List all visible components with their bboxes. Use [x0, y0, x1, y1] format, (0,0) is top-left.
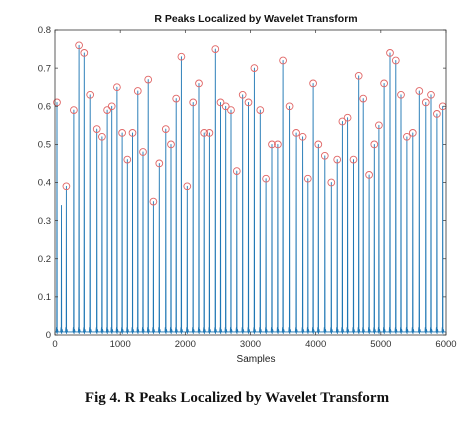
x-tick-label: 5000 [370, 339, 391, 350]
peak-marker [408, 129, 417, 137]
peak-marker [139, 148, 147, 156]
figure-caption: Fig 4. R Peaks Localized by Wavelet Tran… [84, 390, 390, 406]
peak-marker [359, 94, 368, 103]
peak-marker [53, 98, 61, 107]
peak-marker [172, 94, 181, 103]
peak-marker [415, 87, 424, 95]
x-tick-label: 0 [52, 339, 57, 350]
chart-title: R Peaks Localized by Wavelet Transform [154, 13, 357, 25]
y-tick-label: 0.6 [38, 101, 51, 112]
y-tick-label: 0.3 [38, 216, 51, 227]
peak-marker [103, 106, 111, 114]
peak-marker [292, 129, 300, 137]
peak-marker [433, 110, 441, 118]
ecg-signal-line [55, 44, 446, 334]
peak-marker [380, 79, 388, 88]
peak-marker [118, 129, 126, 137]
peak-marker [211, 45, 220, 53]
peak-marker [386, 49, 394, 57]
y-tick-label: 0 [46, 330, 51, 341]
peak-marker [62, 182, 71, 191]
peak-marker [262, 174, 270, 183]
peak-marker [133, 87, 142, 95]
peak-marker [268, 140, 276, 149]
chart-container: R Peaks Localized by Wavelet Transform 0… [38, 13, 457, 365]
peak-marker [86, 90, 95, 99]
peak-marker [333, 155, 342, 164]
peak-marker [183, 182, 192, 191]
peak-marker [274, 140, 282, 149]
peak-marker [397, 90, 405, 99]
peak-marker [354, 71, 363, 80]
peak-marker [98, 132, 106, 141]
peak-marker [167, 140, 175, 149]
axes: 0 1000 2000 3000 4000 5000 6000 0 0.1 0.2 0.3 0.4 0.… [38, 25, 457, 350]
peak-marker [403, 132, 411, 141]
peak-marker [144, 75, 153, 84]
y-tick-label: 0.2 [38, 254, 51, 265]
y-tick-label: 0.4 [38, 178, 51, 189]
peak-marker [327, 178, 336, 187]
peak-marker [113, 83, 121, 92]
peak-marker [195, 79, 203, 88]
plot-area [53, 30, 447, 335]
peak-marker [320, 151, 329, 160]
peak-marker [205, 129, 214, 137]
x-tick-label: 3000 [240, 339, 261, 350]
peak-marker [128, 129, 137, 137]
x-axis-label: Samples [237, 354, 276, 365]
peak-marker [189, 98, 198, 107]
x-tick-label: 6000 [435, 339, 456, 350]
peak-marker [279, 56, 287, 65]
peak-marker [370, 140, 379, 149]
y-tick-label: 0.5 [38, 140, 51, 151]
peak-marker [244, 98, 253, 107]
x-tick-label: 1000 [110, 339, 131, 350]
peak-marker [349, 155, 358, 164]
peak-marker [427, 90, 435, 99]
peak-marker [161, 125, 170, 133]
peak-marker [80, 49, 89, 57]
peak-marker [338, 117, 347, 126]
peak-marker [75, 41, 83, 50]
peak-marker [303, 174, 312, 183]
r-peaks-chart: R Peaks Localized by Wavelet Transform 0… [38, 13, 457, 365]
peak-marker [314, 140, 323, 149]
x-tick-label: 4000 [305, 339, 326, 350]
peak-marker [221, 102, 230, 111]
peak-marker [107, 102, 116, 111]
peak-marker [256, 106, 265, 114]
peak-marker [298, 132, 307, 141]
peak-marker [232, 167, 241, 175]
peak-marker [92, 125, 101, 133]
peak-marker [391, 56, 400, 65]
peak-marker [238, 90, 247, 99]
peak-marker [155, 159, 164, 168]
y-tick-label: 0.7 [38, 63, 51, 74]
y-tick-label: 0.1 [38, 292, 51, 303]
peak-marker [216, 98, 225, 107]
peak-marker [250, 64, 259, 72]
peak-marker [70, 106, 78, 114]
peak-marker [285, 102, 294, 111]
y-tick-label: 0.8 [38, 25, 51, 36]
peak-marker [227, 106, 235, 114]
peak-marker [375, 121, 383, 130]
peak-marker [309, 79, 317, 88]
peak-marker [343, 113, 352, 122]
peak-marker [149, 197, 158, 206]
x-tick-label: 2000 [175, 339, 196, 350]
peak-marker [365, 171, 373, 179]
peak-marker [421, 98, 430, 107]
plot-background [55, 30, 446, 335]
peak-marker [200, 129, 209, 137]
peak-marker [177, 52, 186, 61]
peak-marker [123, 155, 132, 164]
